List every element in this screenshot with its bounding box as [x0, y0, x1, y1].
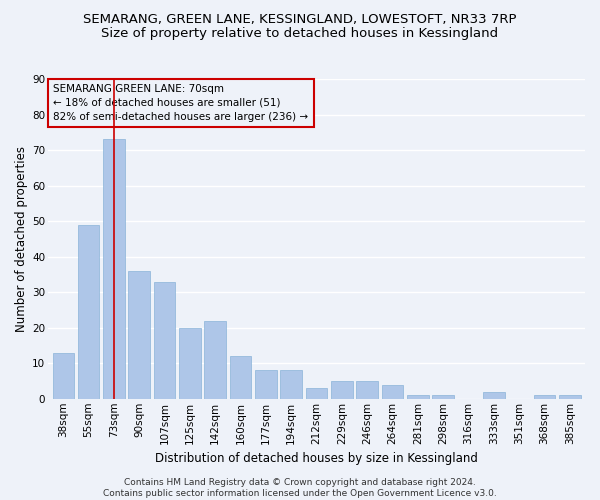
Text: Contains HM Land Registry data © Crown copyright and database right 2024.
Contai: Contains HM Land Registry data © Crown c…: [103, 478, 497, 498]
Text: SEMARANG, GREEN LANE, KESSINGLAND, LOWESTOFT, NR33 7RP: SEMARANG, GREEN LANE, KESSINGLAND, LOWES…: [83, 12, 517, 26]
Bar: [534, 395, 555, 399]
Bar: [483, 392, 505, 399]
Bar: [230, 356, 251, 399]
Bar: [154, 282, 175, 399]
Bar: [179, 328, 200, 399]
Bar: [407, 395, 428, 399]
Bar: [306, 388, 327, 399]
Bar: [433, 395, 454, 399]
Bar: [103, 140, 125, 399]
Bar: [382, 384, 403, 399]
Y-axis label: Number of detached properties: Number of detached properties: [15, 146, 28, 332]
Bar: [205, 320, 226, 399]
Bar: [255, 370, 277, 399]
Bar: [559, 395, 581, 399]
Text: Size of property relative to detached houses in Kessingland: Size of property relative to detached ho…: [101, 28, 499, 40]
Bar: [53, 352, 74, 399]
Bar: [128, 271, 150, 399]
X-axis label: Distribution of detached houses by size in Kessingland: Distribution of detached houses by size …: [155, 452, 478, 465]
Text: SEMARANG GREEN LANE: 70sqm
← 18% of detached houses are smaller (51)
82% of semi: SEMARANG GREEN LANE: 70sqm ← 18% of deta…: [53, 84, 308, 122]
Bar: [356, 381, 378, 399]
Bar: [331, 381, 353, 399]
Bar: [280, 370, 302, 399]
Bar: [78, 224, 100, 399]
